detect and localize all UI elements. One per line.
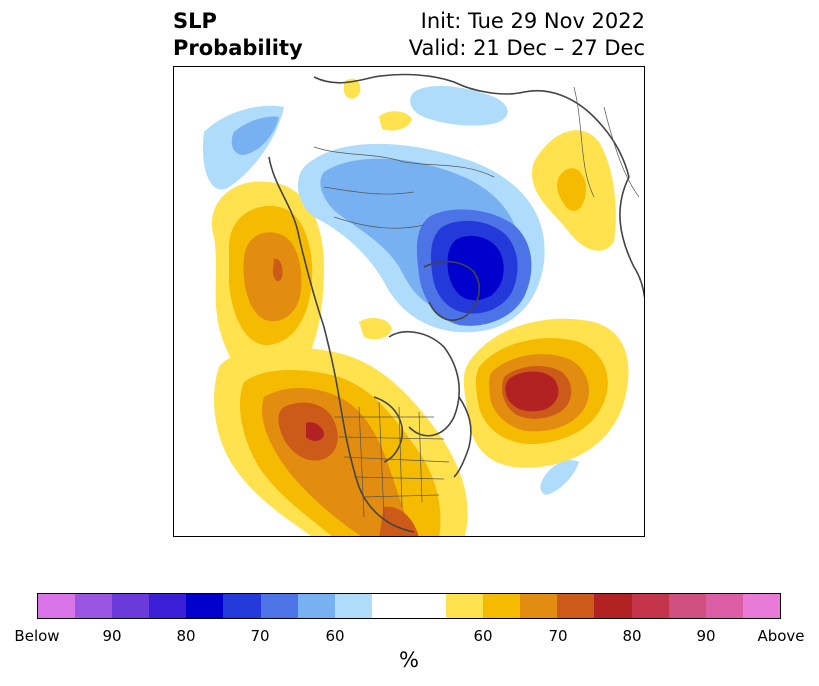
colorbar-segment: [38, 594, 76, 618]
title-line-2: Probability: [173, 36, 303, 60]
init-date: Init: Tue 29 Nov 2022: [420, 9, 645, 33]
coastlines: [268, 73, 644, 533]
colorbar-tick-label: 90: [696, 627, 716, 645]
valid-date-range: Valid: 21 Dec – 27 Dec: [408, 36, 645, 60]
colorbar-segment: [297, 594, 335, 618]
colorbar-segment: [112, 594, 150, 618]
anomaly-siberia: [203, 85, 579, 495]
anomaly-western-us: [214, 347, 468, 536]
colorbar-segment: [742, 594, 780, 618]
map-title: SLP Probability: [173, 8, 303, 62]
political-borders: [313, 86, 640, 518]
colorbar-tick-label: 70: [548, 627, 568, 645]
map-subtitle: Init: Tue 29 Nov 2022 Valid: 21 Dec – 27…: [409, 8, 645, 62]
colorbar-segment: [223, 594, 261, 618]
map-canvas: [203, 73, 644, 536]
colorbar-segment: [371, 594, 447, 618]
colorbar-segment: [483, 594, 521, 618]
colorbar-tick-label: 70: [250, 627, 270, 645]
colorbar-segment: [668, 594, 706, 618]
anomaly-ne-pacific: [211, 181, 324, 391]
colorbar-segment: [75, 594, 113, 618]
colorbar-tick-label: 80: [622, 627, 642, 645]
colorbar-segment: [557, 594, 595, 618]
colorbar-tick-label: Below: [14, 627, 60, 645]
colorbar-segment: [260, 594, 298, 618]
title-line-1: SLP: [173, 9, 217, 33]
colorbar-tick-label: 60: [325, 627, 345, 645]
probability-map: [173, 66, 645, 537]
colorbar-segment: [186, 594, 224, 618]
anomaly-east-asia: [344, 78, 616, 340]
colorbar: [37, 593, 781, 619]
colorbar-tick-label: 80: [176, 627, 196, 645]
colorbar-segment: [334, 594, 372, 618]
colorbar-segment: [446, 594, 484, 618]
colorbar-segment: [705, 594, 743, 618]
colorbar-segment: [149, 594, 187, 618]
colorbar-tick-label: 60: [473, 627, 493, 645]
colorbar-tick-label: Above: [757, 627, 805, 645]
anomaly-north-atlantic: [463, 318, 629, 468]
colorbar-segment: [631, 594, 669, 618]
colorbar-segment: [594, 594, 632, 618]
colorbar-unit-label: %: [399, 648, 419, 672]
colorbar-segment: [520, 594, 558, 618]
colorbar-tick-label: 90: [102, 627, 122, 645]
